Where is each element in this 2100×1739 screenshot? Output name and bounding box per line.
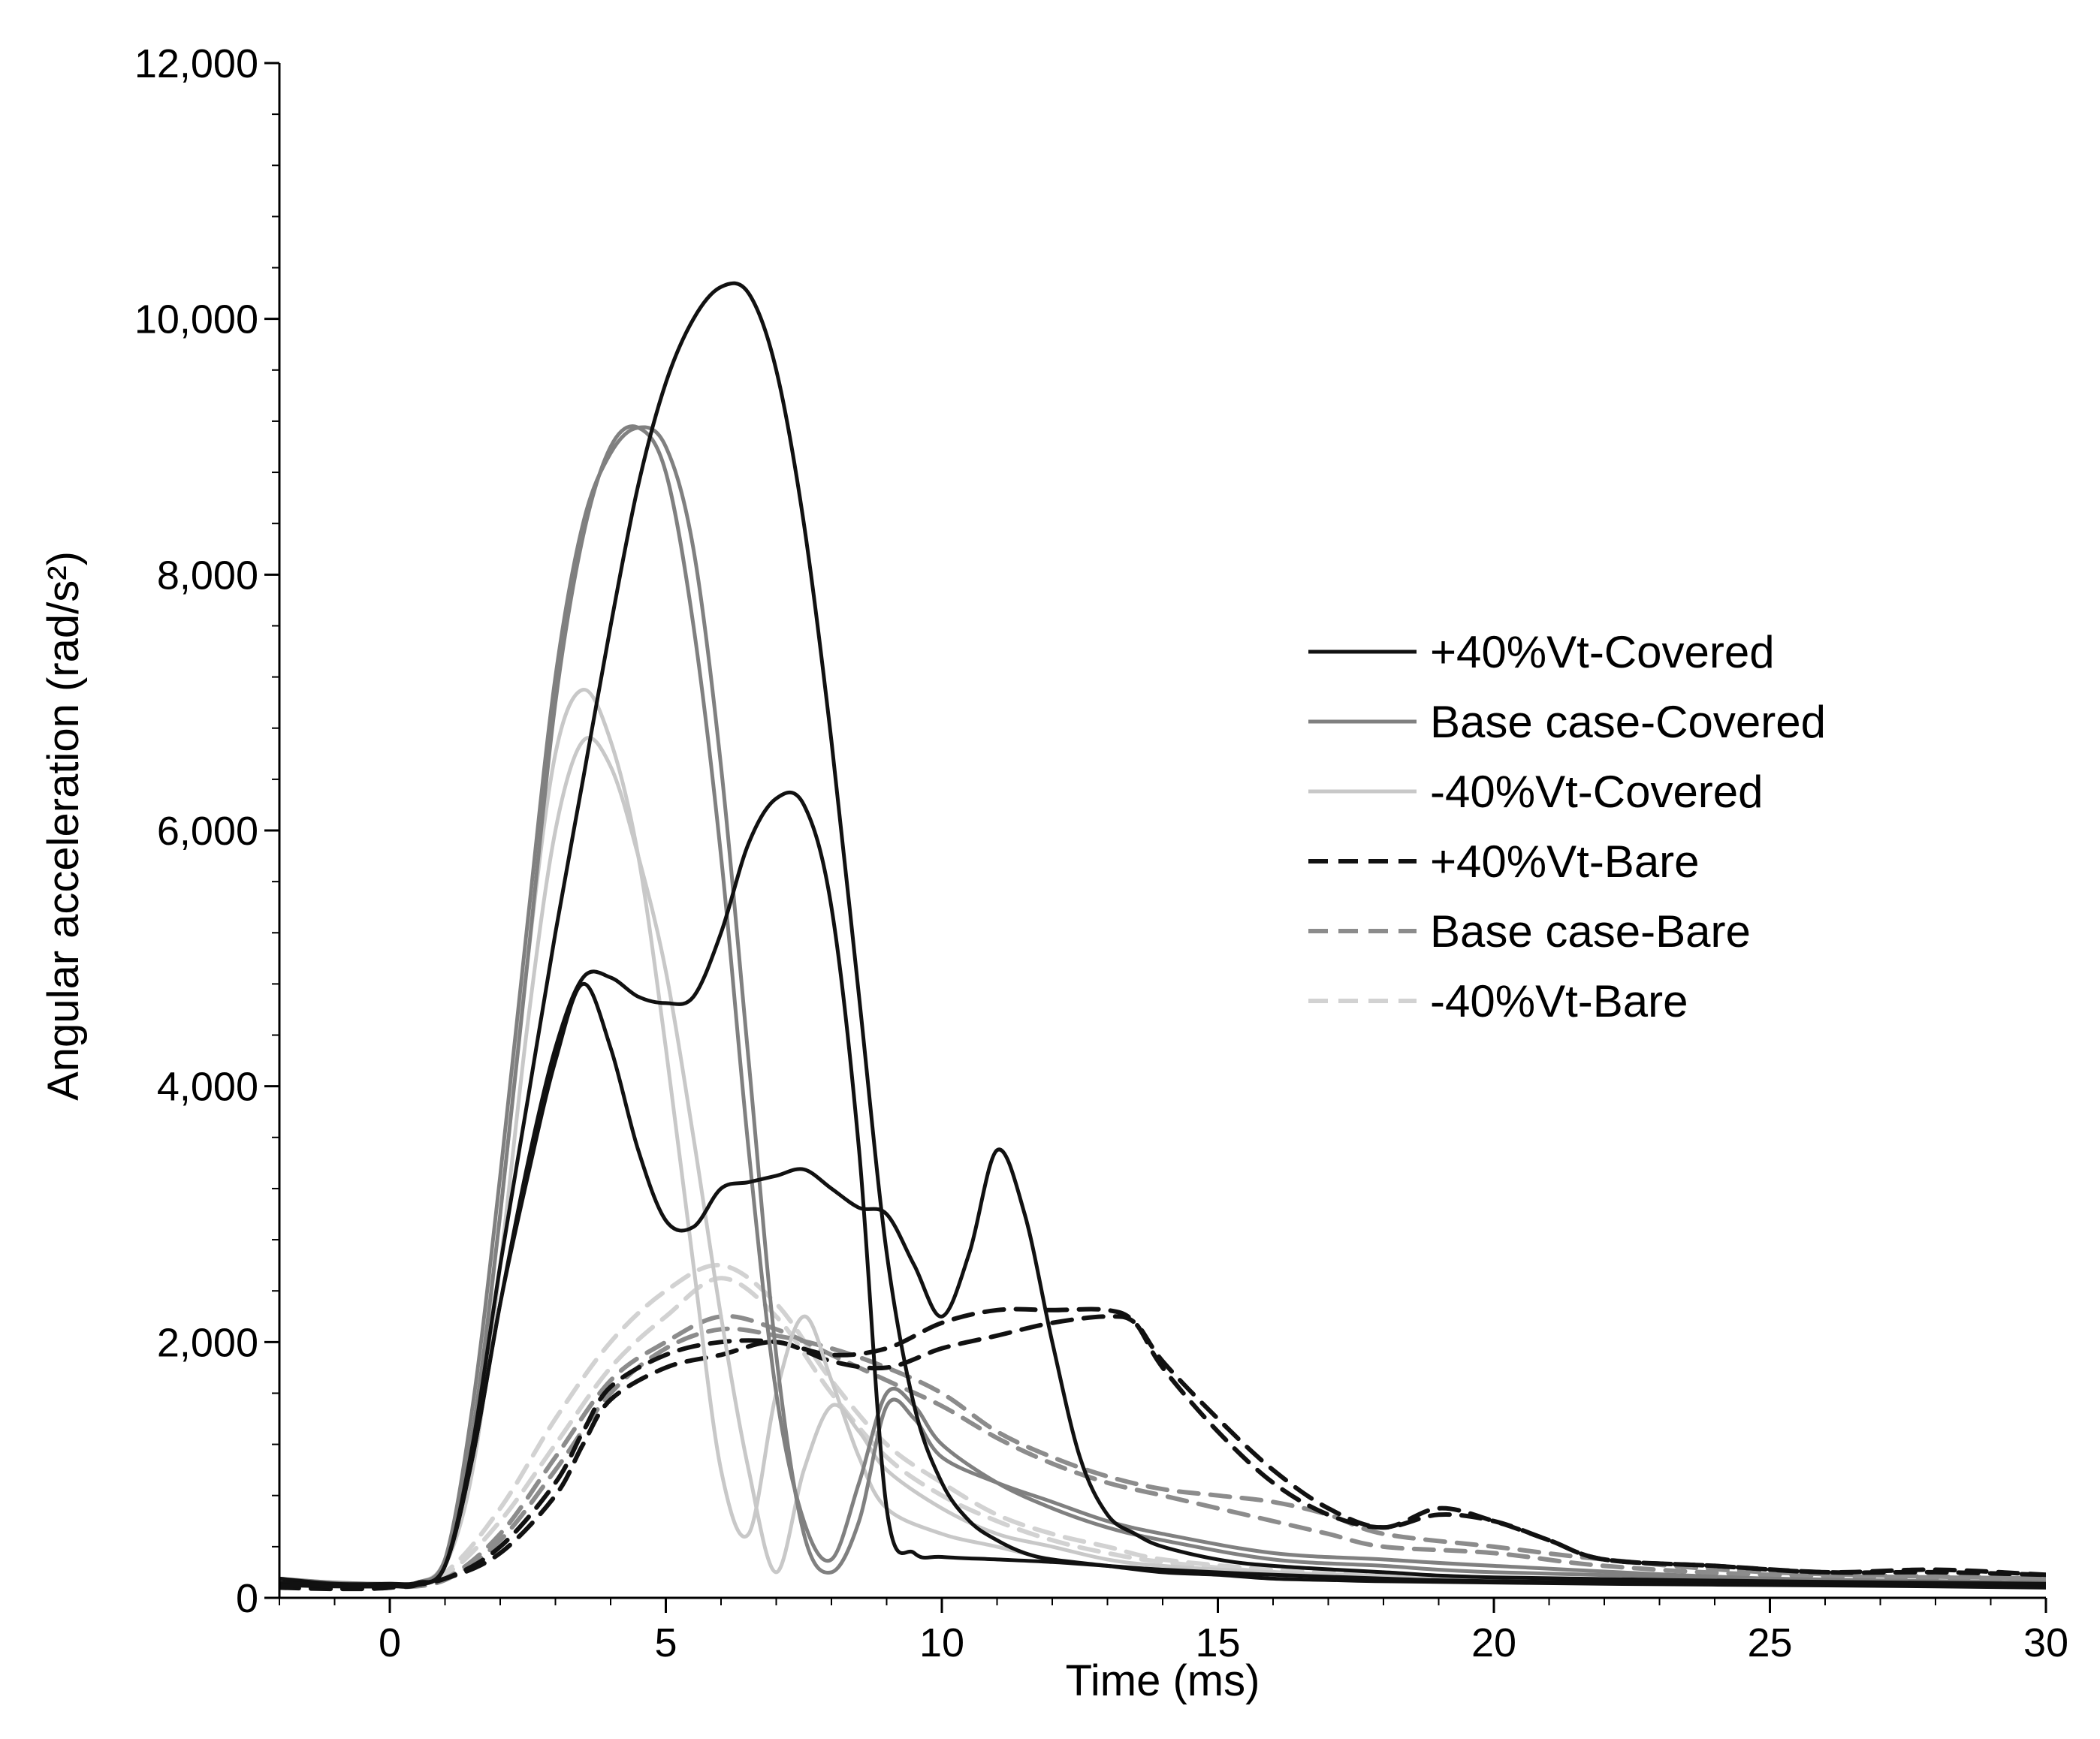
legend-label-5: -40%Vt-Bare xyxy=(1430,976,1688,1026)
x-tick-label: 5 xyxy=(654,1620,677,1665)
legend: +40%Vt-Covered Base case-Covered -40%Vt-Co… xyxy=(1308,627,1826,1026)
legend-label-3: +40%Vt-Bare xyxy=(1430,836,1700,887)
y-tick-label: 4,000 xyxy=(157,1065,258,1110)
y-axis-title: Angular acceleration (rad/s²) xyxy=(39,551,88,1101)
y-tick-label: 8,000 xyxy=(157,553,258,598)
series-line-4-run-0 xyxy=(279,1313,2046,1590)
x-tick-label: 30 xyxy=(2023,1620,2068,1665)
legend-label-2: -40%Vt-Covered xyxy=(1430,767,1764,817)
series-line-1-run-0 xyxy=(279,425,2046,1587)
y-tick-label: 10,000 xyxy=(134,297,258,342)
y-tick-label: 0 xyxy=(236,1576,258,1621)
series-line-0-run-2 xyxy=(279,981,2046,1589)
y-tick-label: 2,000 xyxy=(157,1320,258,1365)
x-tick-label: 0 xyxy=(379,1620,401,1665)
x-tick-label: 15 xyxy=(1195,1620,1240,1665)
axes: 0 2,000 4,000 6,000 8,000 10,000 12,000 0 5 10 15 2… xyxy=(134,41,2068,1665)
series-line-1-run-1 xyxy=(279,424,2046,1587)
plot-area xyxy=(279,281,2046,1592)
series-line-3-run-1 xyxy=(279,1314,2046,1592)
series-line-3-run-0 xyxy=(279,1307,2046,1590)
x-axis-title: Time (ms) xyxy=(1066,1656,1260,1705)
x-tick-label: 25 xyxy=(1747,1620,1792,1665)
legend-label-0: +40%Vt-Covered xyxy=(1430,627,1775,677)
legend-label-4: Base case-Bare xyxy=(1430,906,1751,957)
series-line-0-run-0 xyxy=(279,281,2046,1590)
series-line-5-run-0 xyxy=(279,1262,2046,1590)
x-tick-label: 20 xyxy=(1471,1620,1516,1665)
y-tick-label: 12,000 xyxy=(134,41,258,86)
x-tick-label: 10 xyxy=(919,1620,964,1665)
legend-label-1: Base case-Covered xyxy=(1430,697,1826,747)
y-tick-label: 6,000 xyxy=(157,809,258,854)
series-line-4-run-1 xyxy=(279,1326,2046,1591)
